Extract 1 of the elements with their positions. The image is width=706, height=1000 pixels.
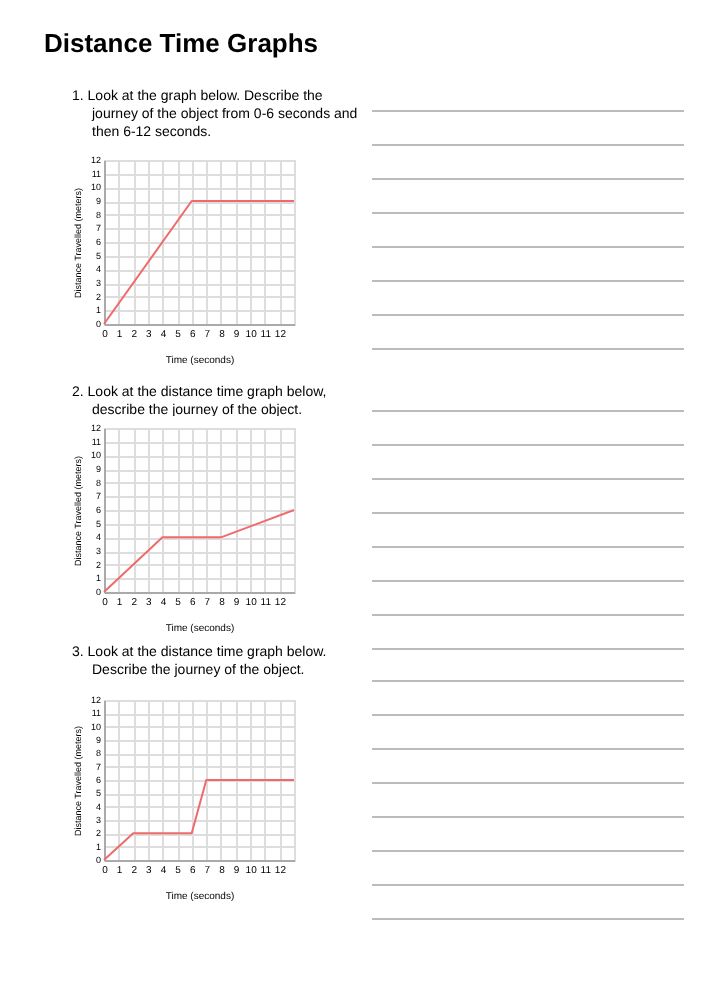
chart-title: Distance Time Graphs <box>44 28 319 58</box>
